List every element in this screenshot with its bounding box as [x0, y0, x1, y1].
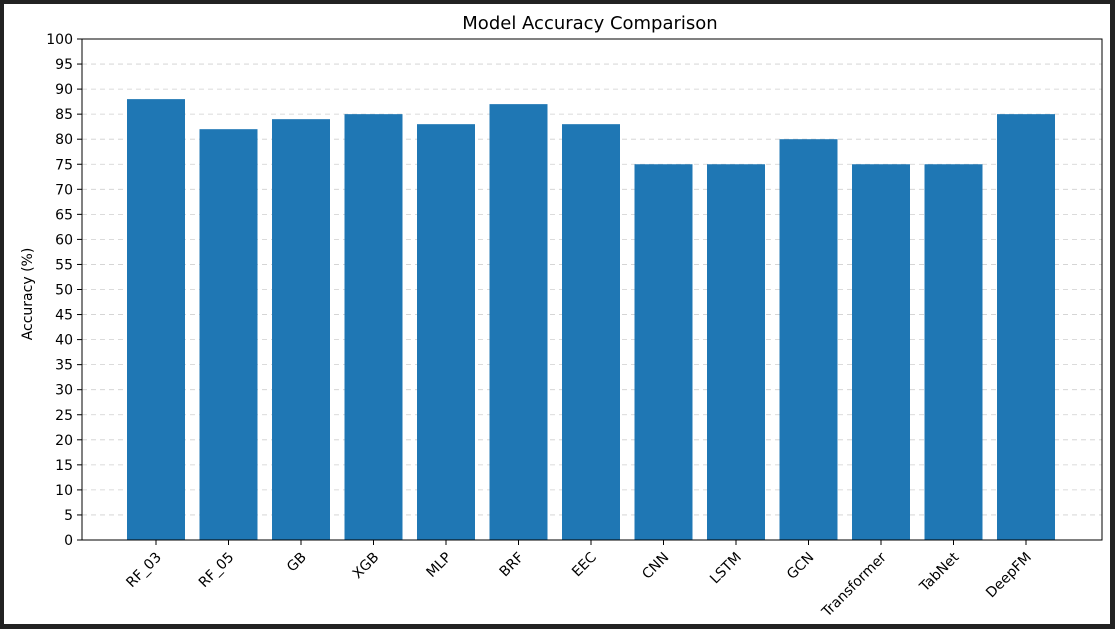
y-tick-label: 25 [55, 408, 73, 424]
x-tick-label: GCN [784, 550, 817, 583]
y-tick-label: 100 [46, 32, 73, 48]
x-tick-label: RF_03 [123, 550, 164, 591]
y-tick-label: 45 [55, 308, 73, 324]
x-tick-label: MLP [423, 550, 454, 581]
x-tick-label: TabNet [916, 549, 963, 596]
x-tick-label: XGB [350, 550, 383, 583]
y-tick-label: 70 [55, 182, 73, 198]
bar-transformer [852, 164, 910, 540]
chart-title: Model Accuracy Comparison [462, 13, 717, 34]
y-tick-label: 60 [55, 232, 73, 248]
y-axis-label: Accuracy (%) [20, 248, 36, 341]
x-tick-label: CNN [639, 550, 672, 583]
y-tick-label: 35 [55, 358, 73, 374]
y-tick-label: 30 [55, 383, 73, 399]
bar-lstm [707, 164, 765, 540]
chart-figure: Model Accuracy Comparison 0 5 10 15 20 25 30 35… [4, 4, 1110, 624]
y-tick-label: 0 [64, 533, 73, 549]
bar-eec [562, 124, 620, 541]
y-tick-label: 80 [55, 132, 73, 148]
bar-gcn [779, 139, 838, 540]
y-tick-label: 55 [55, 257, 73, 273]
y-tick-label: 75 [55, 157, 73, 173]
axes [77, 38, 1103, 545]
bar-chart: Model Accuracy Comparison 0 5 10 15 20 25 30 35… [20, 13, 1103, 621]
x-tick-label: LSTM [707, 550, 745, 588]
y-tick-label: 90 [55, 82, 73, 98]
x-tick-label: DeepFM [983, 550, 1035, 602]
y-tick-label: 5 [64, 508, 73, 524]
bar-brf [489, 104, 548, 540]
x-tick-label: RF_05 [196, 550, 237, 591]
y-tick-label: 65 [55, 207, 73, 223]
x-tick-label: Transformer [818, 549, 890, 621]
bars [127, 99, 1055, 541]
bar-cnn [634, 164, 693, 540]
y-tick-label: 40 [55, 333, 73, 349]
bar-gb [272, 119, 330, 540]
x-tick-label: BRF [497, 550, 528, 581]
plot-frame [81, 38, 1103, 541]
bar-xgb [344, 114, 403, 541]
y-tick-label: 50 [55, 283, 73, 299]
x-tick-label: GB [284, 550, 310, 576]
bar-mlp [417, 124, 475, 541]
y-tick-label: 10 [55, 483, 73, 499]
y-tick-label: 20 [55, 433, 73, 449]
y-tick-label: 15 [55, 458, 73, 474]
y-tick-label: 95 [55, 57, 73, 73]
bar-rf-03 [127, 99, 185, 541]
bar-tabnet [924, 164, 983, 540]
y-tick-labels: 0 5 10 15 20 25 30 35 40 45 50 55 60 65 70 75 80 85 90 95 10… [46, 32, 73, 549]
bar-rf-05 [199, 129, 258, 540]
x-tick-labels: RF_03 RF_05 GB XGB MLP BRF EEC CNN LSTM GCN Transf… [123, 549, 1034, 621]
x-tick-label: EEC [569, 549, 600, 580]
bar-deepfm [997, 114, 1055, 541]
y-tick-label: 85 [55, 107, 73, 123]
